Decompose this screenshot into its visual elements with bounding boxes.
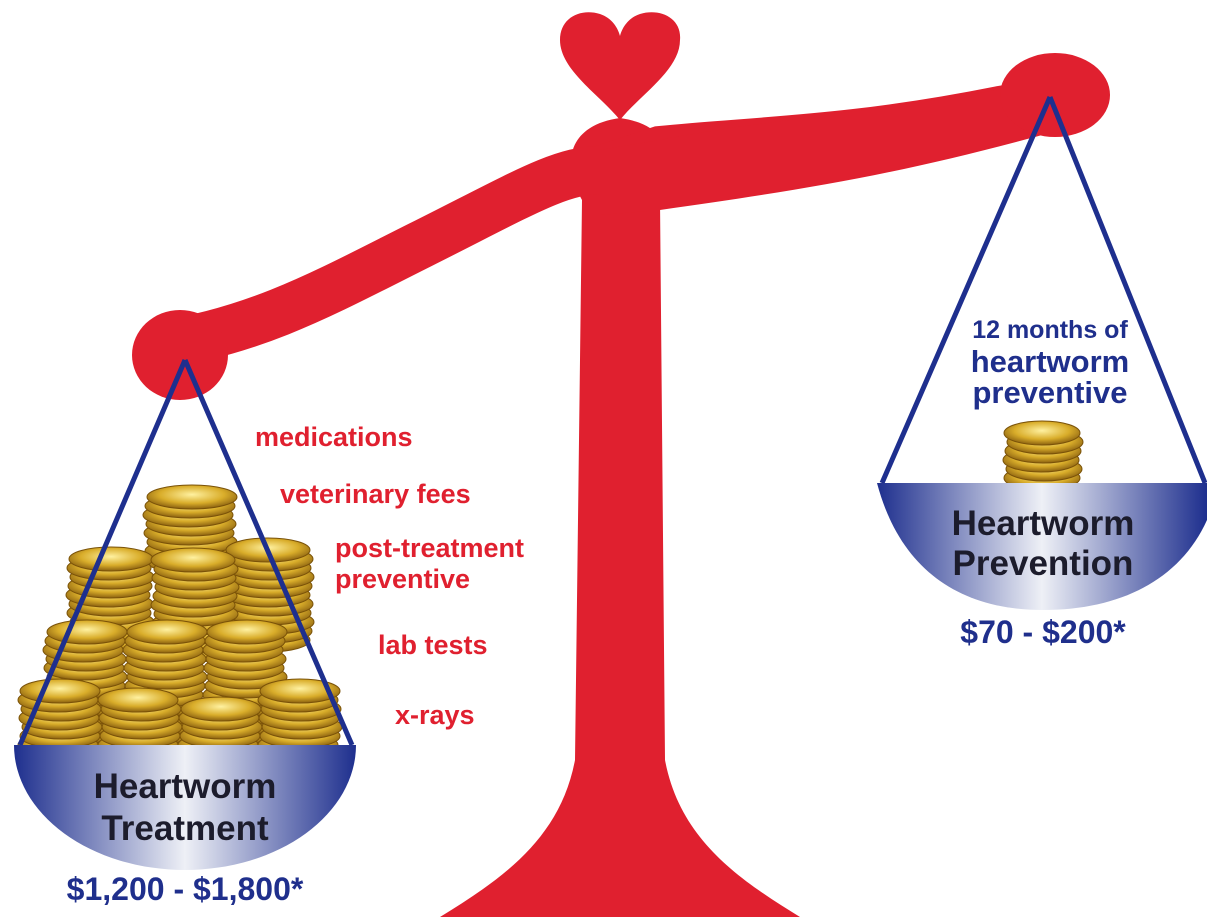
coin (181, 697, 261, 721)
coin (1004, 421, 1080, 445)
price: $1,200 - $1,800* (67, 871, 304, 907)
cost-item: lab tests (378, 630, 488, 660)
coin (98, 688, 178, 712)
pan-title: Heartworm (94, 767, 277, 806)
coin (147, 485, 237, 509)
pan-title: Treatment (101, 809, 269, 848)
pan-title: Heartworm (952, 504, 1135, 543)
coin (69, 547, 153, 571)
coin (207, 620, 287, 644)
coin (47, 620, 127, 644)
cost-item: preventive (335, 564, 470, 594)
caption: preventive (972, 375, 1127, 410)
cost-item: medications (255, 422, 413, 452)
caption: heartworm (971, 344, 1129, 379)
coins (18, 421, 1083, 757)
cost-item: post-treatment (335, 533, 524, 563)
scale-illustration: medications veterinary fees post-treatme… (0, 0, 1207, 917)
coin (127, 620, 207, 644)
cost-item: veterinary fees (280, 479, 471, 509)
coin (151, 548, 235, 572)
pan-title: Prevention (953, 544, 1134, 583)
caption: 12 months of (972, 316, 1128, 344)
cost-item: x-rays (395, 700, 475, 730)
price: $70 - $200* (960, 614, 1126, 650)
coin (20, 679, 100, 703)
